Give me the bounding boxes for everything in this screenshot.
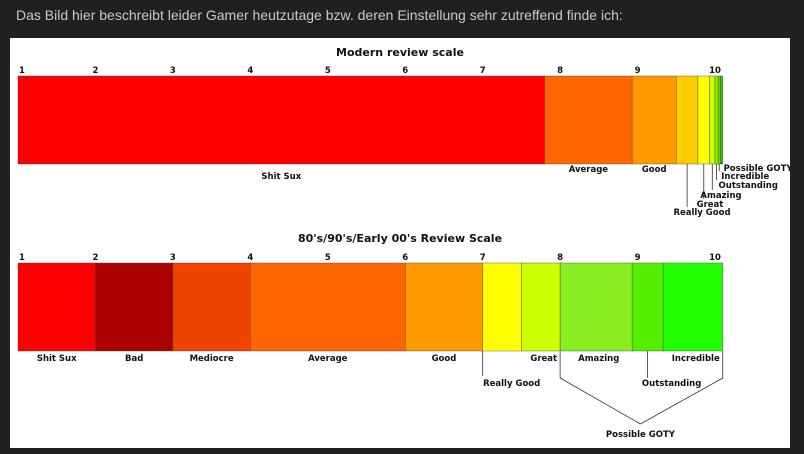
tick-label: 7 bbox=[480, 253, 486, 263]
bar-segment-possible-goty bbox=[720, 75, 723, 165]
tick-label: 1 bbox=[19, 66, 25, 76]
bar-segment-really-good bbox=[676, 75, 699, 165]
tick-label: 8 bbox=[557, 253, 563, 263]
bar-segment-shit-sux bbox=[17, 75, 545, 165]
tick-label: 2 bbox=[92, 66, 98, 76]
segment-label-good: Good bbox=[432, 354, 457, 364]
review-scale-chart: Modern review scale 1 2 3 4 5 6 7 8 9 10 Shit Sux Av… bbox=[17, 46, 790, 440]
segment-label-incredible: Incredible bbox=[672, 354, 720, 364]
segment-label-really-good: Really Good bbox=[483, 379, 540, 389]
tick-label: 3 bbox=[170, 66, 176, 76]
tick-label: 2 bbox=[92, 253, 98, 263]
annotation-possible-goty: Possible GOTY bbox=[606, 430, 676, 440]
bar-segment-great bbox=[521, 262, 561, 352]
tick-label: 8 bbox=[557, 66, 563, 76]
tick-label: 5 bbox=[325, 253, 331, 263]
segment-label-great: Great bbox=[697, 200, 724, 210]
segment-label-incredible: Incredible bbox=[721, 172, 769, 182]
segment-label-amazing: Amazing bbox=[578, 354, 619, 364]
bar-segment-average bbox=[544, 75, 633, 165]
segment-label-really-good: Really Good bbox=[673, 208, 730, 218]
segment-label-shit-sux: Shit Sux bbox=[37, 354, 77, 364]
tick-label: 7 bbox=[480, 66, 486, 76]
review-scale-image: Modern review scale 1 2 3 4 5 6 7 8 9 10 Shit Sux Av… bbox=[10, 38, 790, 448]
tick-label: 4 bbox=[247, 66, 253, 76]
tick-label: 9 bbox=[635, 66, 641, 76]
tick-label: 6 bbox=[402, 66, 408, 76]
tick-label: 9 bbox=[635, 253, 641, 263]
tick-label: 1 bbox=[19, 253, 25, 263]
segment-label-great: Great bbox=[530, 354, 557, 364]
tick-label: 6 bbox=[402, 253, 408, 263]
bar-segment-great bbox=[697, 75, 710, 165]
segment-label-good: Good bbox=[642, 165, 667, 175]
bar-segment-incredible bbox=[717, 75, 721, 165]
segment-label-outstanding: Outstanding bbox=[642, 379, 701, 389]
segment-label-amazing: Amazing bbox=[700, 191, 741, 201]
tick-label: 10 bbox=[709, 66, 721, 76]
tick-label: 10 bbox=[709, 253, 721, 263]
segment-label-outstanding: Outstanding bbox=[719, 181, 778, 191]
bar-segment-bad bbox=[95, 262, 174, 352]
bar-segment-shit-sux bbox=[17, 262, 96, 352]
tick-label: 4 bbox=[247, 253, 253, 263]
bar-segment-outstanding bbox=[631, 262, 664, 352]
post-caption: Das Bild hier beschreibt leider Gamer he… bbox=[16, 7, 623, 23]
segment-label-bad: Bad bbox=[125, 354, 143, 364]
bar-segment-mediocre bbox=[172, 262, 251, 352]
bar-segment-amazing bbox=[709, 75, 716, 165]
chart-title: 80's/90's/Early 00's Review Scale bbox=[298, 232, 502, 245]
bar-segment-incredible bbox=[662, 262, 723, 352]
tick-label: 3 bbox=[170, 253, 176, 263]
chart-title: Modern review scale bbox=[336, 46, 464, 59]
bar-segment-good bbox=[405, 262, 483, 352]
goty-bracket-line bbox=[640, 377, 723, 425]
segment-label-average: Average bbox=[308, 354, 348, 364]
bar-segment-outstanding bbox=[714, 75, 719, 165]
tick-label: 5 bbox=[325, 66, 331, 76]
bar-segment-average bbox=[250, 262, 406, 352]
bar-segment-good bbox=[631, 75, 677, 165]
segment-label-mediocre: Mediocre bbox=[190, 354, 234, 364]
segment-label-shit-sux: Shit Sux bbox=[261, 172, 301, 182]
bar-segment-really-good bbox=[482, 262, 522, 352]
bar-segment-amazing bbox=[559, 262, 633, 352]
goty-bracket-line bbox=[559, 377, 641, 425]
segment-label-possible-goty: Possible GOTY bbox=[724, 164, 790, 174]
segment-label-average: Average bbox=[569, 165, 609, 175]
